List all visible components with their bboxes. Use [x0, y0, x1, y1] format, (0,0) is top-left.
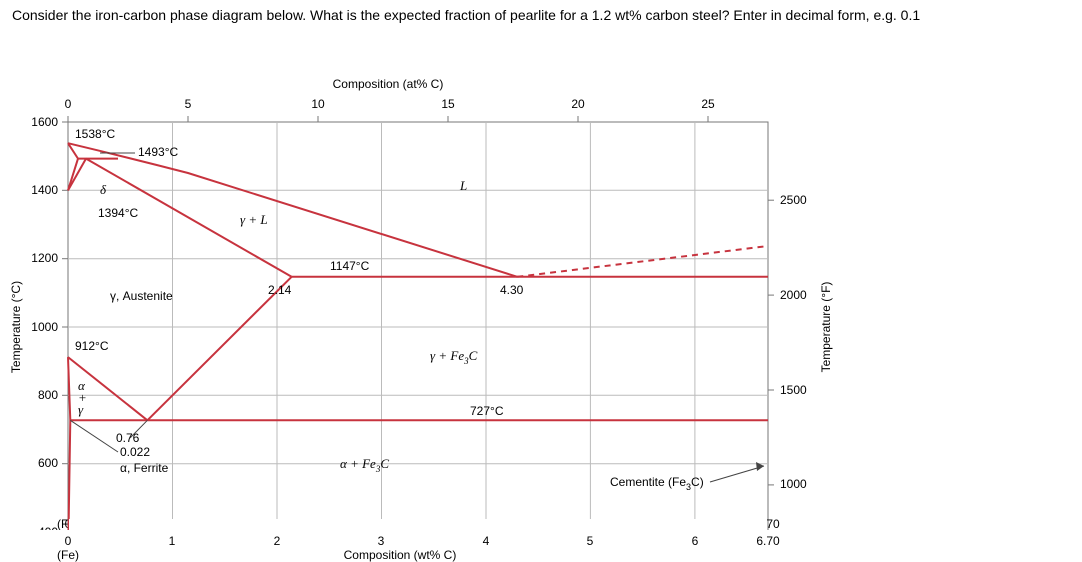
xb-fe: (Fe): [52, 548, 84, 562]
xb-2: 2: [269, 534, 285, 548]
xb-5: 5: [582, 534, 598, 548]
svg-text:1500: 1500: [780, 383, 807, 397]
xb-0: 0: [60, 534, 76, 548]
svg-text:1600: 1600: [31, 115, 58, 129]
phase-diagram: 0 1 2 3 4 5 6 6.70 (Fe) .tick text{} 0: [0, 50, 860, 530]
svg-text:0: 0: [65, 97, 72, 111]
lbl-912: 912°C: [75, 339, 109, 353]
lbl-1147: 1147°C: [330, 259, 370, 273]
xb-6: 6: [687, 534, 703, 548]
lbl-1493: 1493°C: [138, 145, 178, 159]
svg-text:1000: 1000: [31, 320, 58, 334]
svg-text:1000: 1000: [780, 477, 807, 491]
svg-text:1: 1: [169, 517, 176, 530]
lbl-L: L: [459, 178, 467, 193]
lbl-gL: γ + L: [240, 212, 268, 227]
y-right-title: Temperature (°F): [819, 282, 833, 373]
svg-text:1200: 1200: [31, 251, 58, 265]
svg-text:2000: 2000: [780, 288, 807, 302]
lbl-ferrite: α, Ferrite: [120, 461, 169, 475]
lbl-727: 727°C: [470, 404, 504, 418]
y-left-ticks: 400 600 800 1000 1200 1400 1600: [31, 115, 68, 530]
lbl-austenite: γ, Austenite: [110, 289, 173, 303]
lbl-430: 4.30: [500, 283, 524, 297]
svg-text:25: 25: [701, 97, 715, 111]
x-top-ticks: 0 5 10 15 20 25: [65, 97, 715, 122]
xb-670: 6.70: [752, 534, 784, 548]
question-text: Consider the iron-carbon phase diagram b…: [12, 6, 1070, 26]
svg-text:5: 5: [587, 517, 594, 530]
svg-text:6.70: 6.70: [756, 517, 780, 530]
lbl-076: 0.76: [116, 431, 140, 445]
y-left-title: Temperature (°C): [9, 281, 23, 373]
lbl-1394: 1394°C: [98, 206, 138, 220]
y-right-ticks: 1000 1500 2000 2500: [768, 193, 807, 491]
svg-text:15: 15: [441, 97, 455, 111]
lbl-214: 2.14: [268, 283, 292, 297]
svg-text:800: 800: [38, 388, 58, 402]
svg-text:2500: 2500: [780, 193, 807, 207]
lbl-0022: 0.022: [120, 445, 150, 459]
svg-text:6: 6: [692, 517, 699, 530]
svg-text:4: 4: [483, 517, 490, 530]
svg-text:10: 10: [311, 97, 325, 111]
x-top-title: Composition (at% C): [333, 77, 444, 91]
lbl-1538: 1538°C: [75, 127, 115, 141]
svg-text:600: 600: [38, 456, 58, 470]
lbl-gamma-small: γ: [78, 402, 84, 417]
svg-text:1400: 1400: [31, 183, 58, 197]
svg-text:2: 2: [274, 517, 281, 530]
svg-text:20: 20: [571, 97, 585, 111]
xb-3: 3: [373, 534, 389, 548]
x-bottom-title: Composition (wt% C): [332, 519, 445, 530]
lbl-delta: δ: [100, 182, 107, 197]
svg-text:5: 5: [185, 97, 192, 111]
xb-4: 4: [478, 534, 494, 548]
x-bottom-title-html: Composition (wt% C): [300, 548, 500, 562]
xb-1: 1: [164, 534, 180, 548]
